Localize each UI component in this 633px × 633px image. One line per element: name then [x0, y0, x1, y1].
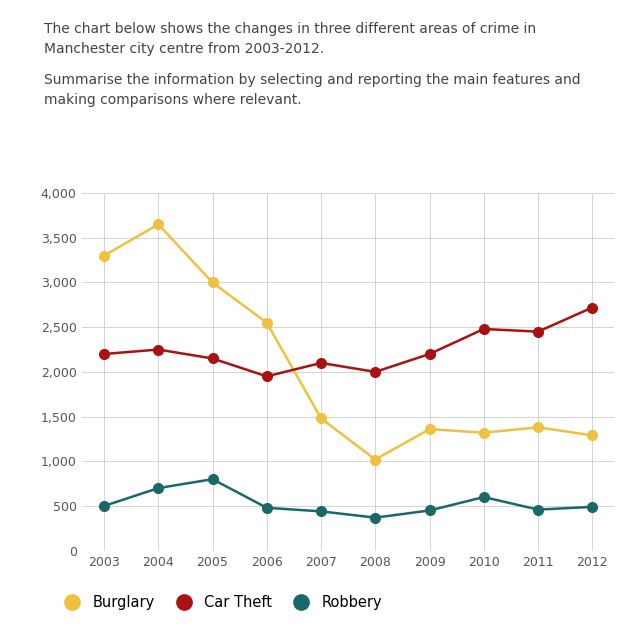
- Burglary: [263, 319, 270, 327]
- Burglary: [589, 432, 596, 439]
- Burglary: [154, 220, 162, 228]
- Burglary: [317, 415, 325, 422]
- Car Theft: [317, 359, 325, 367]
- Line: Robbery: Robbery: [99, 474, 597, 522]
- Text: Manchester city centre from 2003-2012.: Manchester city centre from 2003-2012.: [44, 42, 325, 56]
- Robbery: [426, 506, 434, 514]
- Car Theft: [263, 373, 270, 380]
- Line: Burglary: Burglary: [99, 220, 597, 465]
- Line: Car Theft: Car Theft: [99, 303, 597, 381]
- Car Theft: [589, 304, 596, 311]
- Car Theft: [100, 350, 108, 358]
- Robbery: [209, 475, 216, 483]
- Car Theft: [534, 328, 542, 335]
- Car Theft: [480, 325, 487, 333]
- Car Theft: [154, 346, 162, 353]
- Robbery: [372, 514, 379, 522]
- Text: The chart below shows the changes in three different areas of crime in: The chart below shows the changes in thr…: [44, 22, 536, 36]
- Burglary: [372, 456, 379, 463]
- Robbery: [154, 484, 162, 492]
- Burglary: [100, 252, 108, 260]
- Text: making comparisons where relevant.: making comparisons where relevant.: [44, 93, 302, 107]
- Robbery: [317, 508, 325, 515]
- Robbery: [589, 503, 596, 511]
- Robbery: [480, 493, 487, 501]
- Car Theft: [209, 354, 216, 362]
- Burglary: [209, 279, 216, 286]
- Burglary: [534, 423, 542, 431]
- Burglary: [426, 425, 434, 433]
- Robbery: [534, 506, 542, 513]
- Text: Summarise the information by selecting and reporting the main features and: Summarise the information by selecting a…: [44, 73, 581, 87]
- Robbery: [100, 502, 108, 510]
- Legend: Burglary, Car Theft, Robbery: Burglary, Car Theft, Robbery: [52, 589, 388, 616]
- Car Theft: [426, 350, 434, 358]
- Burglary: [480, 429, 487, 437]
- Robbery: [263, 504, 270, 511]
- Car Theft: [372, 368, 379, 376]
